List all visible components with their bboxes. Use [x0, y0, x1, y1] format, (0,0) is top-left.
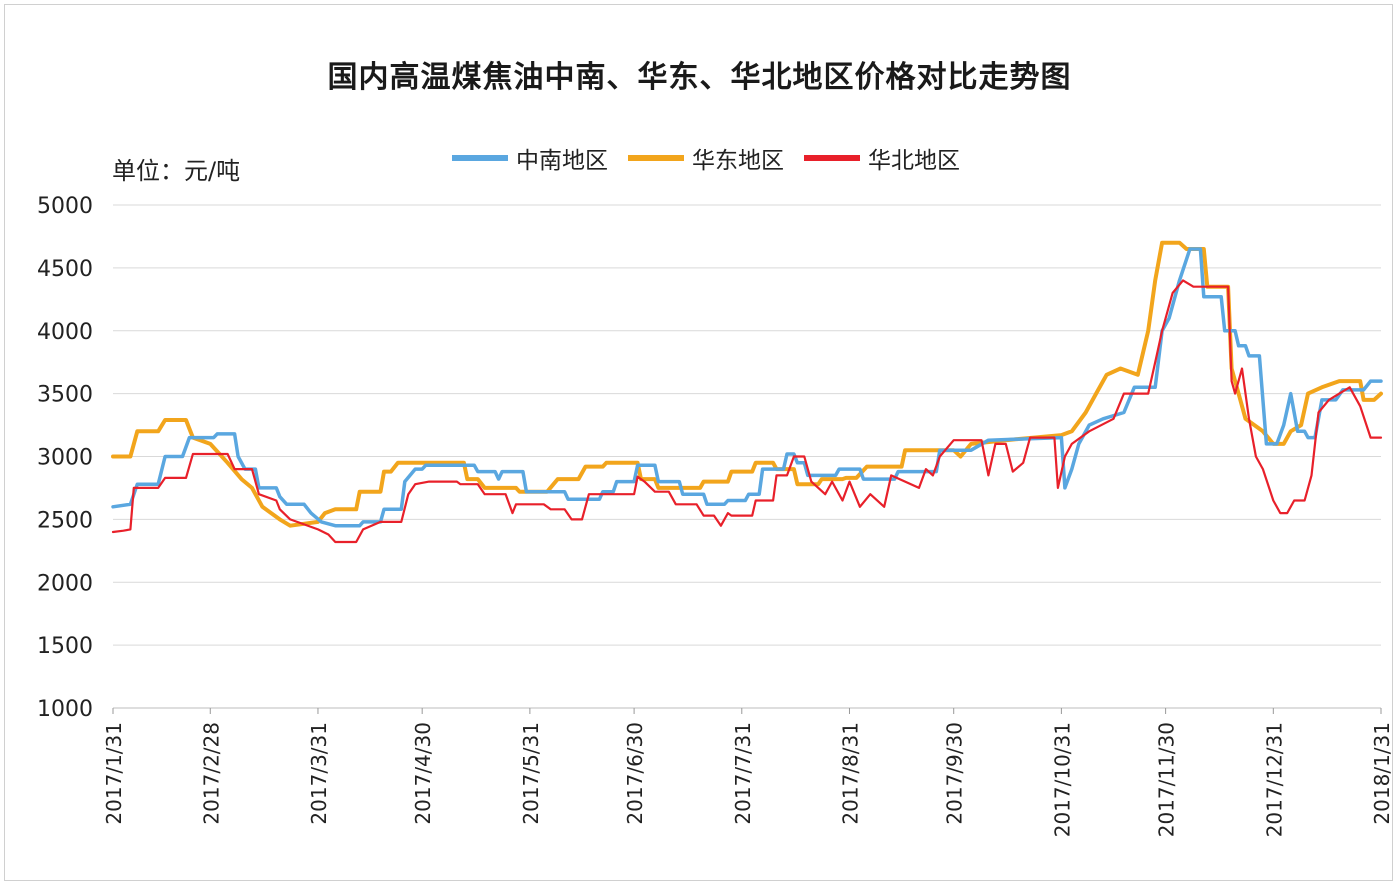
x-tick-label: 2018/1/31: [1370, 722, 1394, 825]
legend-swatch-north: [804, 155, 860, 161]
x-tick-label: 2017/11/30: [1155, 722, 1179, 837]
x-tick-label: 2017/7/31: [731, 722, 755, 825]
y-tick-label: 3000: [37, 446, 93, 471]
y-tick-label: 2500: [37, 508, 93, 533]
y-tick-label: 4500: [37, 257, 93, 282]
x-tick-label: 2017/1/31: [102, 722, 126, 825]
legend-swatch-central-south: [452, 155, 508, 161]
legend-item-east: 华东地区: [628, 141, 784, 175]
legend-item-central-south: 中南地区: [452, 141, 608, 175]
y-tick-label: 5000: [37, 194, 93, 219]
x-tick-label: 2017/12/31: [1262, 722, 1286, 837]
legend-swatch-east: [628, 155, 684, 161]
x-tick-label: 2017/4/30: [411, 722, 435, 825]
y-tick-label: 3500: [37, 383, 93, 408]
x-tick-label: 2017/2/28: [199, 722, 223, 825]
y-tick-label: 4000: [37, 320, 93, 345]
legend: 中南地区 华东地区 华北地区: [452, 141, 980, 175]
chart-title: 国内高温煤焦油中南、华东、华北地区价格对比走势图: [327, 60, 1072, 95]
y-tick-label: 1500: [37, 634, 93, 659]
y-tick-label: 1000: [37, 697, 93, 722]
x-tick-label: 2017/6/30: [623, 722, 647, 825]
series-line-0: [111, 247, 1383, 528]
x-tick-label: 2017/5/31: [519, 722, 543, 825]
x-tick-label: 2017/8/31: [838, 722, 862, 825]
x-tick-label: 2017/3/31: [307, 722, 331, 825]
legend-label-east: 华东地区: [692, 148, 784, 174]
x-tick-label: 2017/10/31: [1050, 722, 1074, 837]
y-tick-label: 2000: [37, 571, 93, 596]
legend-label-central-south: 中南地区: [516, 148, 608, 174]
unit-label: 单位：元/吨: [112, 157, 241, 185]
legend-label-north: 华北地区: [868, 148, 960, 174]
series-line-2: [111, 279, 1383, 544]
x-tick-label: 2017/9/30: [943, 722, 967, 825]
legend-item-north: 华北地区: [804, 141, 960, 175]
